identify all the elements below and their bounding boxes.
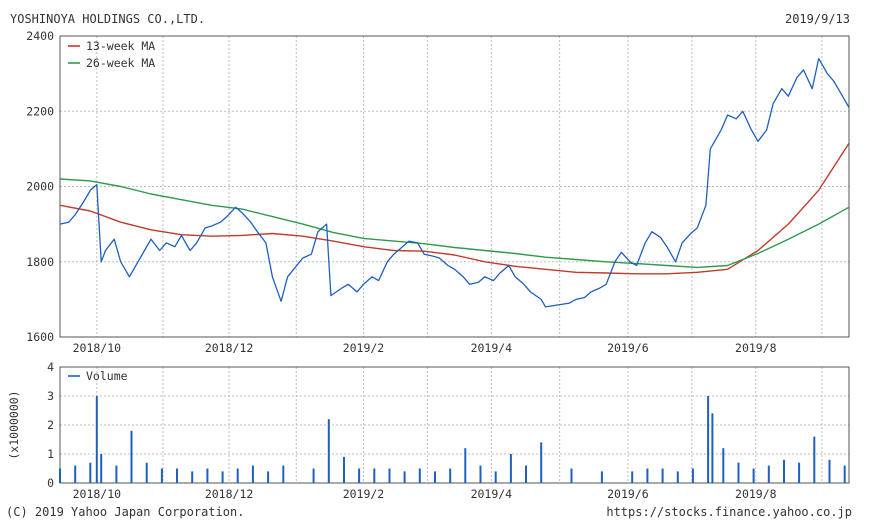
x-tick-label: 2018/12 bbox=[205, 341, 253, 355]
legend-label: 13-week MA bbox=[86, 39, 155, 53]
volume-bar bbox=[115, 465, 118, 483]
volume-panel: 0 1 2 3 4 2018/10 2018/12 2019/2 2019/4 2019/6 201… bbox=[7, 360, 850, 501]
volume-bar bbox=[251, 465, 254, 483]
volume-bar bbox=[540, 442, 543, 483]
volume-bar bbox=[798, 462, 801, 483]
volume-bar bbox=[722, 448, 725, 483]
x-tick-label: 2019/2 bbox=[343, 487, 385, 501]
series-line-price bbox=[59, 57, 850, 308]
y-tick-label: 4 bbox=[47, 360, 54, 374]
volume-bar bbox=[130, 430, 133, 483]
volume-bar bbox=[828, 459, 831, 483]
source-url[interactable]: https://stocks.finance.yahoo.co.jp bbox=[606, 505, 852, 519]
volume-bar bbox=[711, 413, 714, 483]
volume-bar bbox=[631, 471, 634, 483]
volume-bar bbox=[89, 462, 92, 483]
volume-bar bbox=[418, 468, 421, 483]
volume-bar bbox=[570, 468, 573, 483]
x-tick-label: 2019/6 bbox=[607, 341, 649, 355]
volume-bar bbox=[206, 468, 209, 483]
legend-label: Volume bbox=[86, 369, 128, 383]
y-axis-label: (x1000000) bbox=[7, 390, 21, 459]
volume-bar bbox=[707, 396, 710, 483]
volume-bar bbox=[373, 468, 376, 483]
volume-bar bbox=[434, 471, 436, 483]
volume-bar bbox=[646, 468, 649, 483]
volume-bar bbox=[145, 462, 148, 483]
y-tick-label: 2 bbox=[47, 418, 54, 432]
chart-date: 2019/9/13 bbox=[784, 12, 850, 26]
volume-bar bbox=[74, 465, 77, 483]
x-tick-label: 2019/8 bbox=[735, 487, 777, 501]
x-tick-label: 2019/2 bbox=[343, 341, 385, 355]
volume-bar bbox=[95, 396, 98, 483]
volume-bar bbox=[388, 468, 391, 483]
y-tick-label: 2400 bbox=[26, 29, 54, 43]
volume-bar bbox=[449, 468, 452, 483]
volume-bar bbox=[737, 462, 740, 483]
y-tick-label: 1600 bbox=[26, 330, 54, 344]
volume-bar bbox=[176, 468, 178, 483]
x-tick-label: 2019/8 bbox=[735, 341, 777, 355]
y-tick-label: 2200 bbox=[26, 104, 54, 118]
volume-bar bbox=[661, 468, 664, 483]
x-tick-label: 2018/12 bbox=[205, 487, 253, 501]
volume-bar bbox=[267, 471, 270, 483]
x-tick-label: 2019/6 bbox=[607, 487, 649, 501]
y-tick-label: 1800 bbox=[26, 255, 54, 269]
volume-bar bbox=[343, 456, 345, 483]
plot-border bbox=[59, 366, 850, 484]
volume-bar bbox=[403, 471, 406, 483]
x-tick-label: 2019/4 bbox=[471, 487, 513, 501]
volume-bar bbox=[752, 468, 755, 483]
volume-bar bbox=[676, 471, 679, 483]
copyright-text: (C) 2019 Yahoo Japan Corporation. bbox=[6, 505, 245, 519]
company-title: YOSHINOYA HOLDINGS CO.,LTD. bbox=[10, 12, 206, 26]
price-panel: 1600 1800 2000 2200 2400 2018/10 2018/12 2019/2… bbox=[26, 29, 850, 355]
volume-bar bbox=[464, 448, 467, 483]
volume-bar bbox=[282, 465, 285, 483]
volume-bar bbox=[600, 471, 603, 483]
volume-bar bbox=[767, 465, 770, 483]
volume-bar bbox=[160, 468, 163, 483]
volume-bar bbox=[59, 468, 61, 483]
volume-bar bbox=[843, 465, 846, 483]
y-tick-label: 3 bbox=[47, 389, 54, 403]
series-line-26-week-ma bbox=[59, 178, 850, 269]
volume-bar bbox=[236, 468, 239, 483]
volume-bar bbox=[691, 468, 694, 483]
volume-bar bbox=[100, 454, 103, 483]
volume-bar bbox=[327, 419, 330, 483]
volume-bar bbox=[494, 471, 497, 483]
volume-bar bbox=[358, 468, 361, 483]
y-tick-label: 2000 bbox=[26, 180, 54, 194]
x-tick-label: 2019/4 bbox=[471, 341, 513, 355]
volume-bar bbox=[221, 471, 224, 483]
x-tick-label: 2018/10 bbox=[73, 487, 122, 501]
series-line-13-week-ma bbox=[59, 142, 850, 275]
volume-bar bbox=[479, 465, 482, 483]
x-tick-label: 2018/10 bbox=[73, 341, 122, 355]
volume-bar bbox=[525, 465, 527, 483]
volume-bar bbox=[783, 459, 785, 483]
volume-bar bbox=[813, 436, 816, 483]
y-tick-label: 0 bbox=[47, 476, 54, 490]
volume-bar bbox=[191, 471, 194, 483]
volume-bar bbox=[509, 454, 512, 483]
plot-border bbox=[59, 35, 850, 338]
legend-label: 26-week MA bbox=[86, 56, 155, 70]
volume-bar bbox=[312, 468, 315, 483]
y-tick-label: 1 bbox=[47, 447, 54, 461]
